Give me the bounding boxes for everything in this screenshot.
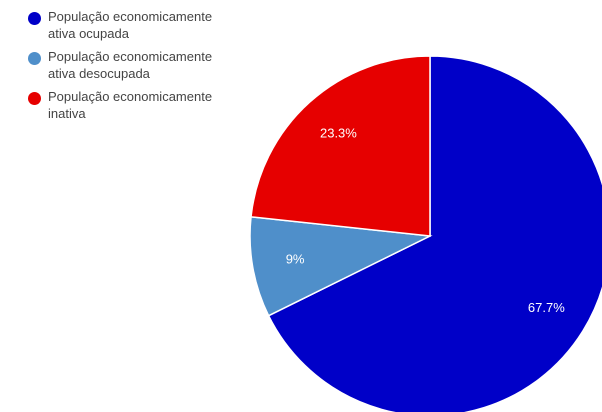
- legend-label-desocupada: População economicamente ativa desocupad…: [48, 49, 213, 81]
- pie-slice-desocupada: [249, 215, 433, 317]
- legend-label-inativa: População economicamente inativa: [48, 89, 213, 121]
- legend-item-ocupada: População economicamente ativa ocupada: [24, 8, 234, 42]
- legend-item-inativa: População economicamente inativa: [24, 88, 234, 122]
- legend-label-ocupada: População economicamente ativa ocupada: [48, 9, 213, 41]
- legend-swatch-desocupada: [28, 52, 41, 65]
- slice-label-desocupada: 9%: [286, 251, 305, 266]
- slice-label-inativa: 23.3%: [320, 126, 357, 141]
- legend-swatch-inativa: [28, 92, 41, 105]
- pie-slice-ocupada: [267, 55, 602, 412]
- slice-label-ocupada: 67.7%: [528, 300, 565, 315]
- legend-item-desocupada: População economicamente ativa desocupad…: [24, 48, 234, 82]
- legend: População economicamente ativa ocupada P…: [24, 8, 234, 128]
- legend-swatch-ocupada: [28, 12, 41, 25]
- pie-slice-inativa: [250, 55, 431, 237]
